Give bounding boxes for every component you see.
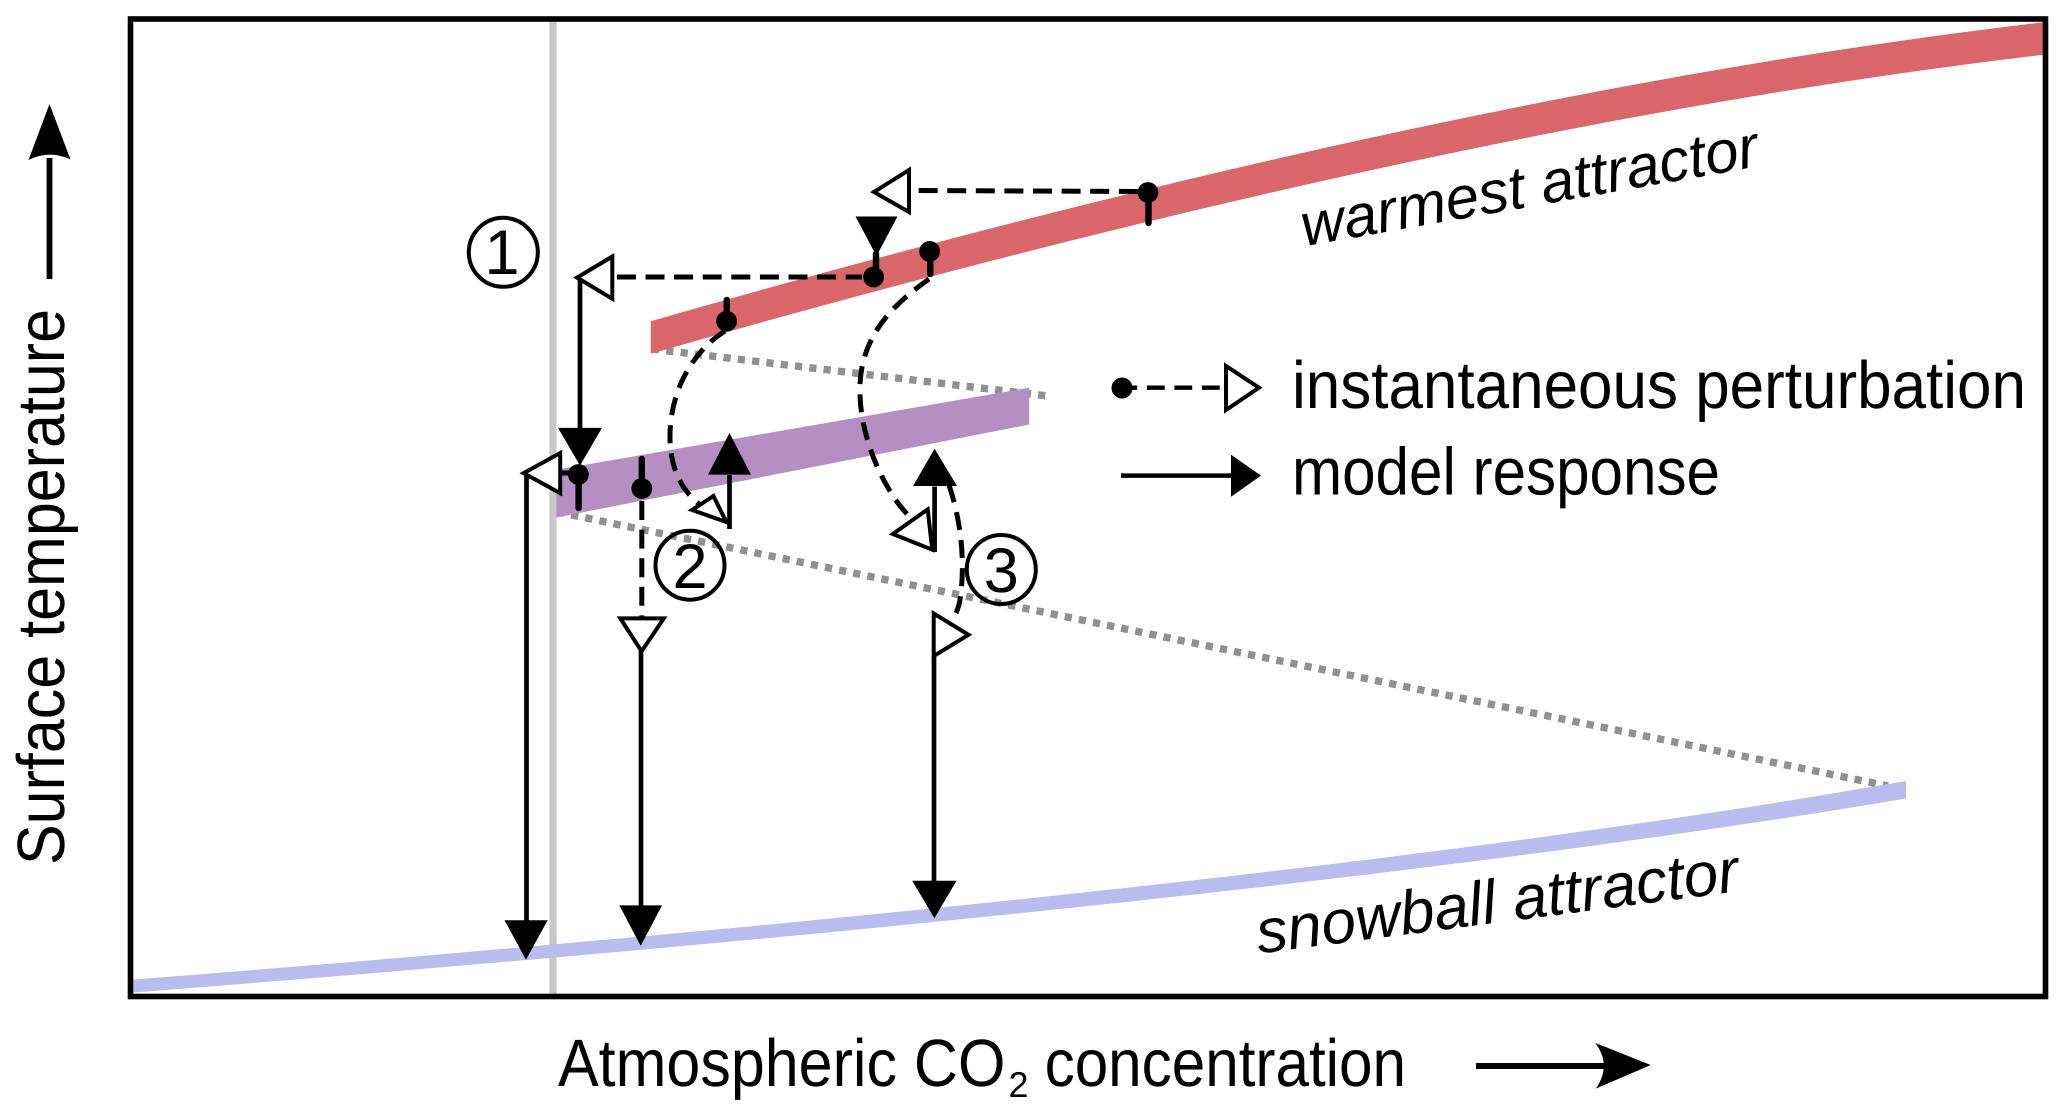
svg-text:1: 1 (484, 218, 519, 288)
svg-text:instantaneous perturbation: instantaneous perturbation (1292, 348, 2026, 423)
svg-text:concentration: concentration (1045, 1026, 1406, 1101)
svg-text:3: 3 (984, 536, 1019, 606)
svg-text:Atmospheric CO: Atmospheric CO (558, 1026, 1005, 1101)
svg-text:2: 2 (1009, 1064, 1029, 1105)
svg-text:Surface temperature: Surface temperature (4, 309, 79, 865)
svg-text:2: 2 (672, 532, 707, 602)
svg-text:model response: model response (1292, 434, 1720, 509)
